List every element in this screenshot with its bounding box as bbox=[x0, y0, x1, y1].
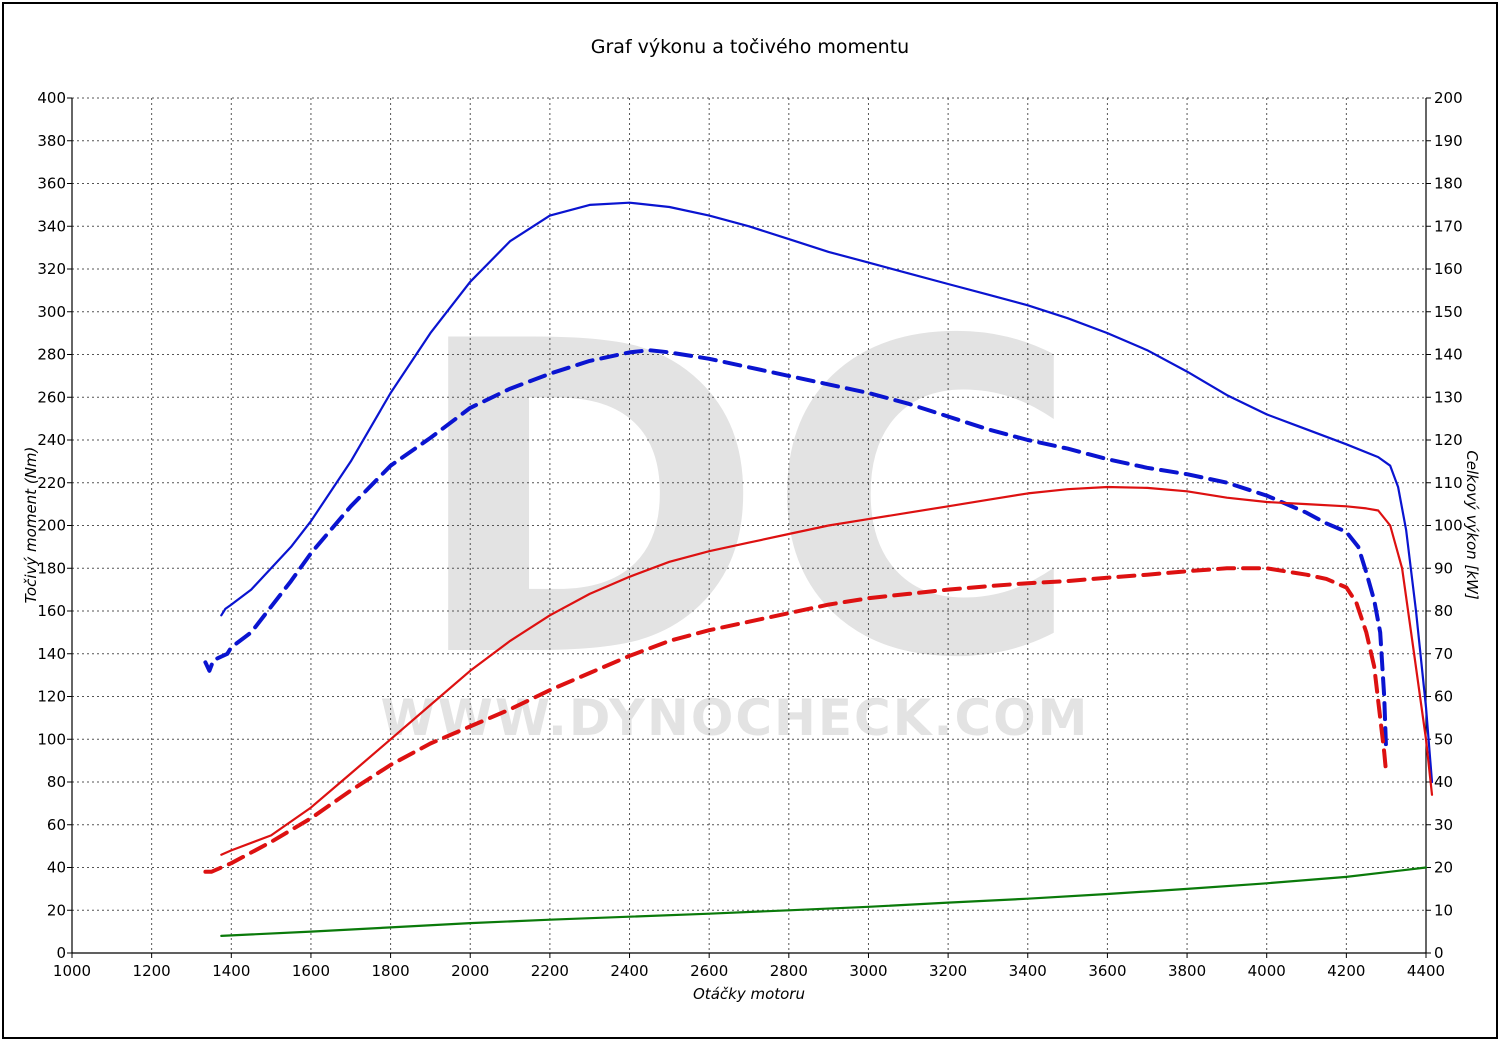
y-left-tick-label: 240 bbox=[37, 431, 66, 449]
x-tick-label: 3800 bbox=[1168, 962, 1206, 980]
y-left-tick-label: 60 bbox=[47, 816, 66, 834]
y-left-tick-label: 40 bbox=[47, 859, 66, 877]
chart-title: Graf výkonu a točivého momentu bbox=[591, 36, 909, 58]
y-right-tick-label: 140 bbox=[1434, 346, 1463, 364]
x-tick-label: 1000 bbox=[53, 962, 91, 980]
x-axis-label: Otáčky motoru bbox=[693, 985, 805, 1003]
y-right-tick-label: 0 bbox=[1434, 944, 1444, 962]
y-right-tick-label: 30 bbox=[1434, 816, 1453, 834]
series-line-1 bbox=[203, 348, 1389, 755]
x-tick-label: 4200 bbox=[1327, 962, 1365, 980]
series-line-0 bbox=[220, 201, 1434, 784]
y-right-tick-label: 70 bbox=[1434, 645, 1453, 663]
watermark-text: WWW.DYNOCHECK.COM bbox=[381, 689, 1090, 747]
axes bbox=[67, 97, 1431, 958]
y-right-tick-label: 80 bbox=[1434, 602, 1453, 620]
series-line-2 bbox=[220, 485, 1434, 856]
x-tick-label: 2200 bbox=[531, 962, 569, 980]
x-tick-label: 4400 bbox=[1407, 962, 1445, 980]
y-right-tick-label: 120 bbox=[1434, 431, 1463, 449]
y-right-tick-label: 200 bbox=[1434, 89, 1463, 107]
y-left-tick-label: 320 bbox=[37, 260, 66, 278]
y-left-tick-label: 100 bbox=[37, 730, 66, 748]
y-left-tick-label: 200 bbox=[37, 517, 66, 535]
x-tick-label: 2600 bbox=[690, 962, 728, 980]
y-right-tick-label: 50 bbox=[1434, 730, 1453, 748]
y-left-tick-label: 280 bbox=[37, 346, 66, 364]
x-tick-label: 3200 bbox=[929, 962, 967, 980]
x-tick-label: 3600 bbox=[1088, 962, 1126, 980]
y-left-tick-label: 180 bbox=[37, 559, 66, 577]
y-left-tick-label: 400 bbox=[37, 89, 66, 107]
series-group bbox=[203, 201, 1434, 938]
y-right-tick-label: 60 bbox=[1434, 688, 1453, 706]
grid bbox=[71, 97, 1427, 954]
y-left-tick-label: 340 bbox=[37, 217, 66, 235]
y-left-tick-label: 120 bbox=[37, 688, 66, 706]
x-tick-label: 2000 bbox=[451, 962, 489, 980]
y-right-tick-label: 40 bbox=[1434, 773, 1453, 791]
y-left-tick-label: 20 bbox=[47, 901, 66, 919]
x-tick-label: 2400 bbox=[610, 962, 648, 980]
y-right-tick-label: 110 bbox=[1434, 474, 1463, 492]
y-axis-label-left: Točivý moment (Nm) bbox=[22, 447, 40, 604]
y-left-tick-label: 220 bbox=[37, 474, 66, 492]
x-tick-label: 3400 bbox=[1009, 962, 1047, 980]
y-left-tick-label: 300 bbox=[37, 303, 66, 321]
y-right-tick-label: 160 bbox=[1434, 260, 1463, 278]
y-left-tick-label: 160 bbox=[37, 602, 66, 620]
y-left-tick-label: 360 bbox=[37, 175, 66, 193]
y-right-tick-label: 170 bbox=[1434, 217, 1463, 235]
y-left-tick-label: 80 bbox=[47, 773, 66, 791]
x-tick-label: 1200 bbox=[133, 962, 171, 980]
y-left-tick-label: 260 bbox=[37, 388, 66, 406]
y-axis-label-right: Celkový výkon [kW] bbox=[1463, 450, 1481, 600]
y-right-tick-label: 90 bbox=[1434, 559, 1453, 577]
x-tick-label: 4000 bbox=[1248, 962, 1286, 980]
x-tick-label: 2800 bbox=[770, 962, 808, 980]
x-tick-label: 1800 bbox=[371, 962, 409, 980]
x-tick-label: 3000 bbox=[849, 962, 887, 980]
y-left-tick-label: 0 bbox=[56, 944, 66, 962]
y-right-tick-label: 20 bbox=[1434, 859, 1453, 877]
series-line-4 bbox=[220, 866, 1428, 938]
x-tick-label: 1400 bbox=[212, 962, 250, 980]
series-line-3 bbox=[203, 566, 1389, 874]
x-tick-label: 1600 bbox=[292, 962, 330, 980]
y-right-tick-label: 180 bbox=[1434, 175, 1463, 193]
y-right-tick-label: 130 bbox=[1434, 388, 1463, 406]
y-right-tick-label: 100 bbox=[1434, 517, 1463, 535]
y-right-tick-label: 150 bbox=[1434, 303, 1463, 321]
y-left-tick-label: 380 bbox=[37, 132, 66, 150]
y-right-tick-label: 190 bbox=[1434, 132, 1463, 150]
labels: 1000 1200 1400 1600 1800 2000 2200 2400 2600 2800… bbox=[22, 36, 1481, 1003]
y-right-tick-label: 10 bbox=[1434, 901, 1453, 919]
y-left-tick-label: 140 bbox=[37, 645, 66, 663]
